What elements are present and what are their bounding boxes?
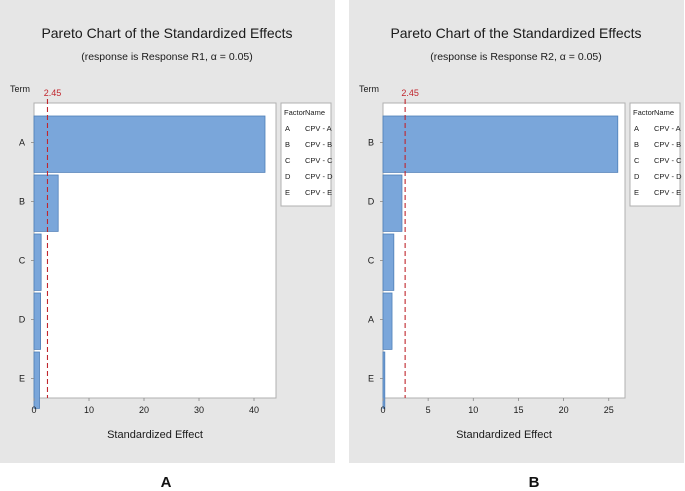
x-tick-label: 30: [194, 405, 204, 415]
y-axis-title: Term: [359, 84, 379, 94]
legend-factor: D: [634, 172, 640, 181]
reference-line-label: 2.45: [401, 88, 419, 98]
category-label-b: B: [368, 138, 374, 148]
category-label-d: D: [368, 197, 375, 207]
legend-factor: E: [634, 188, 639, 197]
x-tick-label: 20: [559, 405, 569, 415]
panel-label-a: A: [160, 474, 172, 491]
legend-name: CPV - B: [654, 140, 681, 149]
bar-a: [33, 115, 266, 173]
chart-panel-b: Pareto Chart of the Standardized Effects…: [349, 0, 684, 463]
x-tick-label: 5: [426, 405, 431, 415]
category-label-c: C: [368, 256, 375, 266]
chart-subtitle: (response is Response R1, α = 0.05): [81, 51, 253, 63]
legend-name: CPV - C: [305, 156, 333, 165]
x-tick-label: 0: [380, 405, 385, 415]
category-label-b: B: [19, 197, 25, 207]
x-tick-label: 25: [604, 405, 614, 415]
legend-factor: C: [634, 156, 640, 165]
legend-factor: E: [285, 188, 290, 197]
x-tick-label: 20: [139, 405, 149, 415]
pareto-chart-r2: Pareto Chart of the Standardized Effects…: [359, 25, 682, 441]
x-tick-label: 15: [513, 405, 523, 415]
legend-factor: B: [285, 140, 290, 149]
legend-header-name: Name: [654, 108, 674, 117]
legend-factor: B: [634, 140, 639, 149]
legend-name: CPV - A: [654, 124, 681, 133]
bar-b: [33, 174, 59, 232]
bar-c: [33, 233, 42, 291]
legend-factor: A: [285, 124, 290, 133]
legend-name: CPV - D: [305, 172, 333, 181]
chart-title: Pareto Chart of the Standardized Effects: [41, 25, 292, 41]
x-axis-title: Standardized Effect: [107, 429, 203, 441]
legend-name: CPV - C: [654, 156, 682, 165]
panel-label-b: B: [528, 474, 540, 491]
category-label-e: E: [19, 374, 25, 384]
x-axis-title: Standardized Effect: [456, 429, 552, 441]
legend-factor: D: [285, 172, 291, 181]
pareto-chart-r1: Pareto Chart of the Standardized Effects…: [10, 25, 333, 441]
legend-name: CPV - B: [305, 140, 332, 149]
legend-box: [280, 102, 332, 207]
legend-name: CPV - A: [305, 124, 332, 133]
x-tick-label: 0: [31, 405, 36, 415]
x-tick-label: 10: [468, 405, 478, 415]
legend-header-factor: Factor: [284, 108, 306, 117]
bar-c: [382, 233, 395, 291]
bar-d: [382, 174, 403, 232]
bar-b: [382, 115, 619, 173]
y-axis-title: Term: [10, 84, 30, 94]
reference-line-label: 2.45: [44, 88, 62, 98]
x-tick-label: 40: [249, 405, 259, 415]
legend-name: CPV - E: [654, 188, 681, 197]
category-label-d: D: [19, 315, 26, 325]
category-label-c: C: [19, 256, 26, 266]
legend-header-name: Name: [305, 108, 325, 117]
bar-e: [33, 351, 40, 409]
chart-subtitle: (response is Response R2, α = 0.05): [430, 51, 602, 63]
legend-name: CPV - E: [305, 188, 332, 197]
legend-box: [629, 102, 681, 207]
chart-title: Pareto Chart of the Standardized Effects: [390, 25, 641, 41]
bar-d: [33, 292, 41, 350]
legend-name: CPV - D: [654, 172, 682, 181]
bar-e: [382, 351, 386, 409]
category-label-a: A: [19, 138, 25, 148]
legend-factor: A: [634, 124, 639, 133]
category-label-a: A: [368, 315, 374, 325]
chart-panel-a: Pareto Chart of the Standardized Effects…: [0, 0, 335, 463]
category-label-e: E: [368, 374, 374, 384]
legend-factor: C: [285, 156, 291, 165]
bar-a: [382, 292, 393, 350]
x-tick-label: 10: [84, 405, 94, 415]
legend-header-factor: Factor: [633, 108, 655, 117]
